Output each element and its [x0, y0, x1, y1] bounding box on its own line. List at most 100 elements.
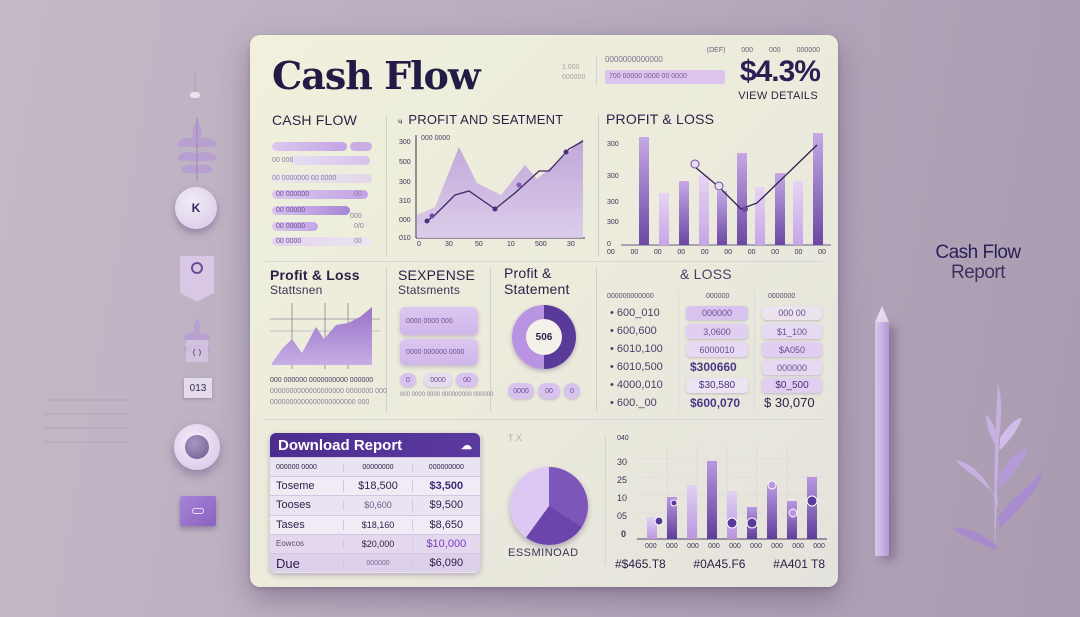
- cash-flow-row-value: 00: [354, 191, 362, 198]
- k-badge-button[interactable]: K: [175, 187, 217, 229]
- purple-tag-button[interactable]: [180, 496, 216, 526]
- view-details-link[interactable]: VIEW DETAILS: [738, 90, 818, 102]
- table-row[interactable]: Eowcos $20,000 $10,000: [270, 533, 480, 553]
- table-cell: $1_100: [762, 324, 822, 339]
- divider: [490, 267, 491, 412]
- cash-flow-bar[interactable]: [290, 156, 370, 165]
- donut-pill[interactable]: 0: [564, 383, 580, 399]
- x-tick: 00: [771, 249, 779, 256]
- cloud-download-icon[interactable]: ☁: [461, 439, 472, 452]
- divider: [386, 115, 387, 257]
- pencil-decoration: [875, 306, 889, 561]
- download-report-panel: Download Report ☁ 000000 0000 00000000 0…: [270, 433, 480, 573]
- cash-flow-row-label: 00 00000: [276, 207, 306, 214]
- expense-pill[interactable]: 00: [456, 373, 478, 387]
- tag-text: 013: [189, 382, 207, 394]
- expense-box[interactable]: 0000 0000 000: [400, 307, 478, 335]
- expense-box[interactable]: 0000 000000 0000: [400, 339, 478, 365]
- profit-statement-chart: 300 500 300 310 000 010 000 0000 0 30 50…: [395, 135, 585, 250]
- cash-flow-bar[interactable]: [272, 222, 318, 231]
- table-cell: $9,500: [411, 499, 480, 512]
- table-row[interactable]: Tases $18,160 $8,650: [270, 514, 480, 534]
- donut-center-label: 506: [526, 319, 562, 355]
- column-header: 000000000000: [607, 293, 654, 300]
- table-cell: Tases: [276, 518, 305, 531]
- y-tick: 300: [607, 219, 619, 226]
- divider: [598, 115, 599, 257]
- x-tick: 00: [794, 249, 803, 256]
- header-divider: [596, 55, 597, 85]
- x-tick: 00: [677, 249, 686, 256]
- cash-flow-bar[interactable]: [272, 190, 368, 199]
- x-tick: 50: [475, 241, 483, 248]
- cash-flow-bar[interactable]: [272, 237, 372, 246]
- profit-loss-heading: PROFIT & LOSS: [606, 111, 715, 127]
- y-tick: 10: [617, 493, 628, 503]
- table-row[interactable]: Tooses $0,600 $9,500: [270, 495, 480, 514]
- report-side-title: Cash Flow Report: [918, 243, 1038, 283]
- tag-icon: [180, 256, 214, 302]
- cash-flow-bar[interactable]: [272, 142, 347, 151]
- expense-pill[interactable]: 0000: [424, 373, 452, 387]
- expense-subtitle: Statsments: [398, 283, 461, 297]
- donut-pill[interactable]: 00: [538, 383, 560, 399]
- table-cell: 000000: [343, 559, 411, 567]
- table-cell: $0_500: [762, 378, 822, 393]
- area-chart: [415, 135, 585, 239]
- page-title: Cash Flow: [272, 53, 481, 98]
- y-tick: 300: [607, 199, 619, 206]
- divider: [605, 435, 606, 565]
- pl-statement-subtitle: Stattsnen: [270, 283, 323, 297]
- svg-text:( ): ( ): [193, 348, 202, 357]
- expense-note: 000 0000 0000 000000000 000000: [400, 392, 494, 398]
- x-ticks: 000 000 000 000 000 000 000 000 000: [645, 543, 825, 550]
- table-row[interactable]: Toseme $18,500 $3,500: [270, 476, 480, 496]
- cash-flow-row-value: 0/0: [354, 223, 364, 230]
- pin-decoration: [190, 70, 200, 102]
- cash-flow-row-value: 000: [350, 213, 362, 220]
- x-tick: 00: [818, 249, 826, 256]
- faded-text-block: [45, 393, 130, 443]
- bar-totals: #$465.T8 #0A45.F6 #A401 T8: [615, 557, 825, 571]
- header-filter[interactable]: 0000000000000 700 00000 0000 00 0000: [605, 55, 725, 84]
- x-tick: 00: [700, 249, 709, 256]
- x-tick: 00: [607, 249, 615, 256]
- table-cell: 000 00: [762, 306, 822, 320]
- y-tick: 010: [399, 235, 411, 242]
- y-tick: 500: [399, 159, 411, 166]
- cash-flow-row-label: 00 00000: [276, 223, 306, 230]
- expense-heading: SEXPENSE: [398, 267, 476, 283]
- column-header: 000000 0000: [276, 463, 317, 471]
- profit-statement2-heading: Profit &: [504, 265, 552, 281]
- cash-flow-bar[interactable]: [350, 142, 372, 151]
- donut-pill[interactable]: 0000: [508, 383, 534, 399]
- leaf-branch-icon: [952, 383, 1042, 553]
- table-cell: 3,0600: [686, 324, 748, 339]
- table-cell: $A050: [762, 342, 822, 357]
- loss-table-heading: & LOSS: [680, 266, 732, 282]
- kpi-small-label-1: (DEF): [706, 47, 726, 54]
- x-tick: 00: [630, 249, 639, 256]
- cash-flow-bar[interactable]: [272, 206, 350, 215]
- download-report-button[interactable]: Download Report ☁: [270, 433, 480, 457]
- x-tick: 30: [567, 241, 575, 248]
- table-cell: $18,160: [343, 519, 411, 530]
- y-tick: 310: [399, 198, 411, 205]
- donut-chart: 506: [512, 305, 576, 369]
- row-divider: [265, 419, 823, 420]
- column-header: 000000000: [411, 463, 480, 471]
- pl-note: 0000000000000000000000 000: [270, 399, 370, 406]
- dial-button[interactable]: [174, 424, 220, 470]
- number-tag: 013: [184, 378, 212, 398]
- table-cell: Toseme: [276, 480, 315, 493]
- cash-flow-bar[interactable]: [272, 174, 372, 183]
- filter-field[interactable]: 700 00000 0000 00 0000: [605, 70, 725, 84]
- expense-pill[interactable]: 0: [400, 373, 416, 387]
- pl-area-chart: [270, 303, 380, 369]
- divider: [678, 290, 679, 412]
- table-cell: • 600_010: [610, 307, 660, 319]
- leaf-small-icon: ( ): [183, 318, 211, 362]
- table-row[interactable]: Due 000000 $6,090: [270, 552, 480, 573]
- tiny-text-2: 000000: [562, 74, 586, 81]
- x-tick: 000: [708, 543, 720, 550]
